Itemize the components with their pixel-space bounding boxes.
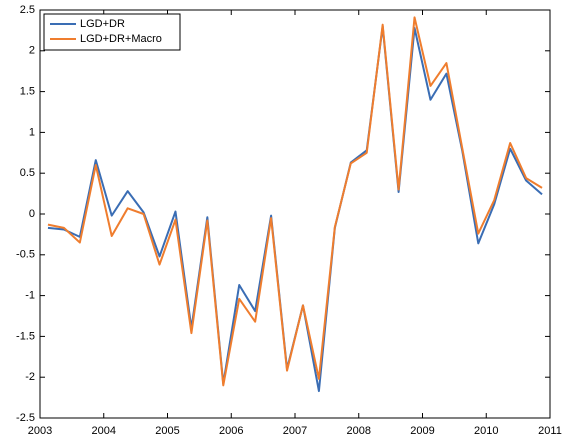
y-tick-label: 0 bbox=[29, 208, 35, 220]
y-tick-label: 2 bbox=[29, 45, 35, 57]
x-tick-label: 2009 bbox=[410, 425, 434, 437]
y-tick-label: -0.5 bbox=[16, 249, 35, 261]
y-tick-label: -1.5 bbox=[16, 330, 35, 342]
x-tick-label: 2010 bbox=[474, 425, 498, 437]
legend-label: LGD+DR bbox=[80, 18, 125, 30]
x-tick-label: 2011 bbox=[538, 425, 562, 437]
x-tick-label: 2006 bbox=[219, 425, 243, 437]
y-tick-label: -1 bbox=[25, 290, 35, 302]
x-tick-label: 2005 bbox=[155, 425, 179, 437]
x-tick-label: 2007 bbox=[283, 425, 307, 437]
y-tick-label: -2.5 bbox=[16, 412, 35, 424]
y-tick-label: 0.5 bbox=[20, 167, 35, 179]
legend-box bbox=[43, 13, 181, 51]
x-tick-label: 2003 bbox=[28, 425, 52, 437]
x-tick-label: 2008 bbox=[347, 425, 371, 437]
legend-label: LGD+DR+Macro bbox=[80, 33, 162, 45]
y-tick-label: 1.5 bbox=[20, 86, 35, 98]
y-tick-label: 2.5 bbox=[20, 4, 35, 16]
series-line bbox=[47, 16, 543, 387]
y-tick-label: -2 bbox=[25, 371, 35, 383]
x-tick-label: 2004 bbox=[92, 425, 116, 437]
y-tick-label: 1 bbox=[29, 126, 35, 138]
